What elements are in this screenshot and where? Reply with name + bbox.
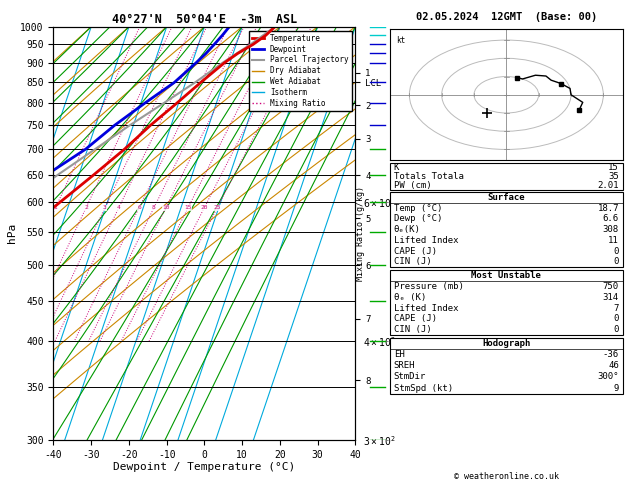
Text: 18.7: 18.7 (598, 204, 619, 212)
Text: CIN (J): CIN (J) (394, 258, 431, 266)
Text: 10: 10 (162, 205, 170, 210)
Text: 02.05.2024  12GMT  (Base: 00): 02.05.2024 12GMT (Base: 00) (416, 12, 597, 22)
Text: 3: 3 (103, 205, 107, 210)
Text: Totals Totala: Totals Totala (394, 172, 464, 181)
Text: 2: 2 (84, 205, 88, 210)
Text: © weatheronline.co.uk: © weatheronline.co.uk (454, 472, 559, 481)
Text: 1: 1 (53, 205, 57, 210)
Text: 8: 8 (152, 205, 156, 210)
Text: 0: 0 (613, 314, 619, 324)
Text: 0: 0 (613, 325, 619, 334)
Text: PW (cm): PW (cm) (394, 181, 431, 190)
Text: 6.6: 6.6 (603, 214, 619, 224)
Legend: Temperature, Dewpoint, Parcel Trajectory, Dry Adiabat, Wet Adiabat, Isotherm, Mi: Temperature, Dewpoint, Parcel Trajectory… (249, 31, 352, 111)
Text: Most Unstable: Most Unstable (471, 271, 542, 280)
Text: SREH: SREH (394, 361, 415, 370)
Text: StmDir: StmDir (394, 372, 426, 382)
Text: 6: 6 (137, 205, 141, 210)
Text: Mixing Ratio (g/kg): Mixing Ratio (g/kg) (356, 186, 365, 281)
Text: 2.01: 2.01 (598, 181, 619, 190)
Text: Lifted Index: Lifted Index (394, 236, 459, 245)
Text: 7: 7 (613, 303, 619, 312)
Text: K: K (394, 163, 399, 172)
Text: 308: 308 (603, 225, 619, 234)
Text: 750: 750 (603, 281, 619, 291)
Text: 46: 46 (608, 361, 619, 370)
Text: 20: 20 (201, 205, 208, 210)
Text: StmSpd (kt): StmSpd (kt) (394, 383, 453, 393)
Text: 0: 0 (613, 258, 619, 266)
Text: kt: kt (396, 36, 406, 46)
Text: 15: 15 (608, 163, 619, 172)
Text: Pressure (mb): Pressure (mb) (394, 281, 464, 291)
Title: 40°27'N  50°04'E  -3m  ASL: 40°27'N 50°04'E -3m ASL (112, 13, 297, 26)
Text: 35: 35 (608, 172, 619, 181)
Text: θₑ (K): θₑ (K) (394, 293, 426, 302)
Text: 314: 314 (603, 293, 619, 302)
Text: CIN (J): CIN (J) (394, 325, 431, 334)
X-axis label: Dewpoint / Temperature (°C): Dewpoint / Temperature (°C) (113, 462, 296, 472)
Text: 15: 15 (184, 205, 192, 210)
Text: 4: 4 (117, 205, 121, 210)
Text: Dewp (°C): Dewp (°C) (394, 214, 442, 224)
Text: 11: 11 (608, 236, 619, 245)
Text: EH: EH (394, 350, 404, 359)
Text: 25: 25 (213, 205, 221, 210)
Text: Lifted Index: Lifted Index (394, 303, 459, 312)
Text: Surface: Surface (487, 193, 525, 202)
Text: Temp (°C): Temp (°C) (394, 204, 442, 212)
Text: CAPE (J): CAPE (J) (394, 247, 437, 256)
Text: Hodograph: Hodograph (482, 339, 530, 348)
Y-axis label: km
ASL: km ASL (398, 225, 420, 242)
Text: 300°: 300° (598, 372, 619, 382)
Text: 9: 9 (613, 383, 619, 393)
Text: -36: -36 (603, 350, 619, 359)
Text: θₑ(K): θₑ(K) (394, 225, 421, 234)
Text: CAPE (J): CAPE (J) (394, 314, 437, 324)
Y-axis label: hPa: hPa (8, 223, 18, 243)
Text: 0: 0 (613, 247, 619, 256)
